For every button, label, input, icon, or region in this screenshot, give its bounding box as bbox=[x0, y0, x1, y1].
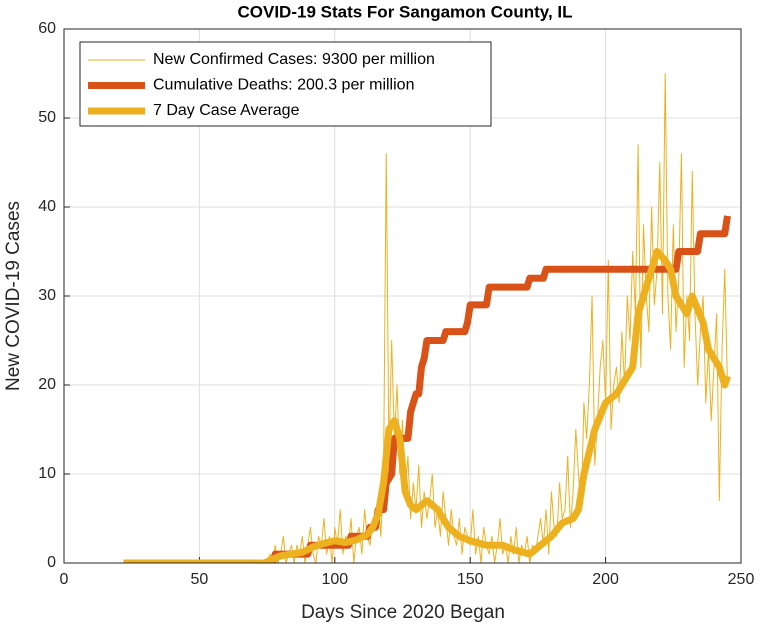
x-axis-label: Days Since 2020 Began bbox=[301, 602, 505, 623]
legend-box bbox=[79, 41, 492, 127]
y-tick-label: 60 bbox=[38, 20, 56, 37]
x-tick-label: 0 bbox=[60, 571, 69, 588]
y-axis-label: New COVID-19 Cases bbox=[3, 201, 24, 391]
legend-label: Cumulative Deaths: 200.3 per million bbox=[153, 77, 414, 94]
y-tick-label: 40 bbox=[38, 198, 56, 215]
y-tick-label: 20 bbox=[38, 376, 56, 393]
series-line bbox=[123, 248, 731, 563]
chart-title: COVID-19 Stats For Sangamon County, IL bbox=[238, 2, 573, 21]
y-tick-label: 0 bbox=[47, 554, 56, 571]
x-tick-label: 100 bbox=[321, 571, 348, 588]
y-tick-label: 30 bbox=[38, 287, 56, 304]
legend-label: New Confirmed Cases: 9300 per million bbox=[153, 51, 435, 68]
x-tick-label: 250 bbox=[728, 571, 755, 588]
legend: New Confirmed Cases: 9300 per million Cum… bbox=[79, 41, 492, 127]
x-tick-label: 50 bbox=[191, 571, 209, 588]
y-tick-label: 10 bbox=[38, 465, 56, 482]
axes-box bbox=[63, 28, 742, 564]
y-tick-label: 50 bbox=[38, 109, 56, 126]
legend-label: 7 Day Case Average bbox=[153, 102, 300, 119]
plot-lines bbox=[123, 73, 731, 563]
x-tick-label: 200 bbox=[592, 571, 619, 588]
x-tick-label: 150 bbox=[457, 571, 484, 588]
